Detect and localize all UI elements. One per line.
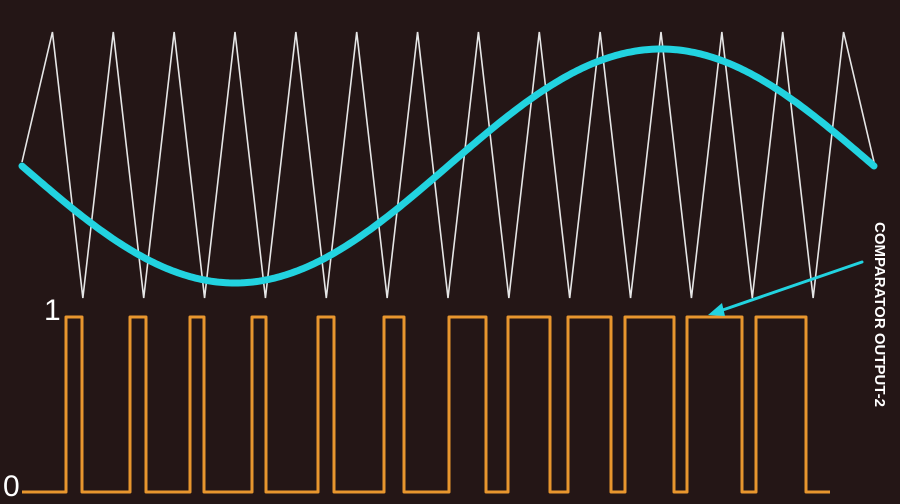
comparator-output-label: COMPARATOR OUTPUT-2 [871,222,888,408]
reference-sine-wave [18,45,878,287]
pwm-pulse-6 [384,317,404,492]
pwm-pulse-4 [252,317,266,492]
pwm-pulse-1 [66,317,82,492]
pwm-pulse-7 [449,317,486,492]
pwm-pulse-3 [190,317,204,492]
pwm-pulse-5 [318,317,334,492]
annotation-arrow-head [708,303,725,316]
pwm-pulse-10 [625,317,674,492]
pwm-pulse-12 [756,317,806,492]
carrier-triangle-wave [21,31,875,299]
pwm-pulse-8 [508,317,550,492]
pwm-pulse-11 [687,317,742,492]
level-low-label: 0 [3,470,20,503]
comparator-output-pulse-train [22,315,830,494]
pwm-pulse-2 [130,317,146,492]
pwm-pulse-9 [568,317,611,492]
annotation-arrow-line [712,260,864,315]
level-high-label: 1 [44,294,61,327]
